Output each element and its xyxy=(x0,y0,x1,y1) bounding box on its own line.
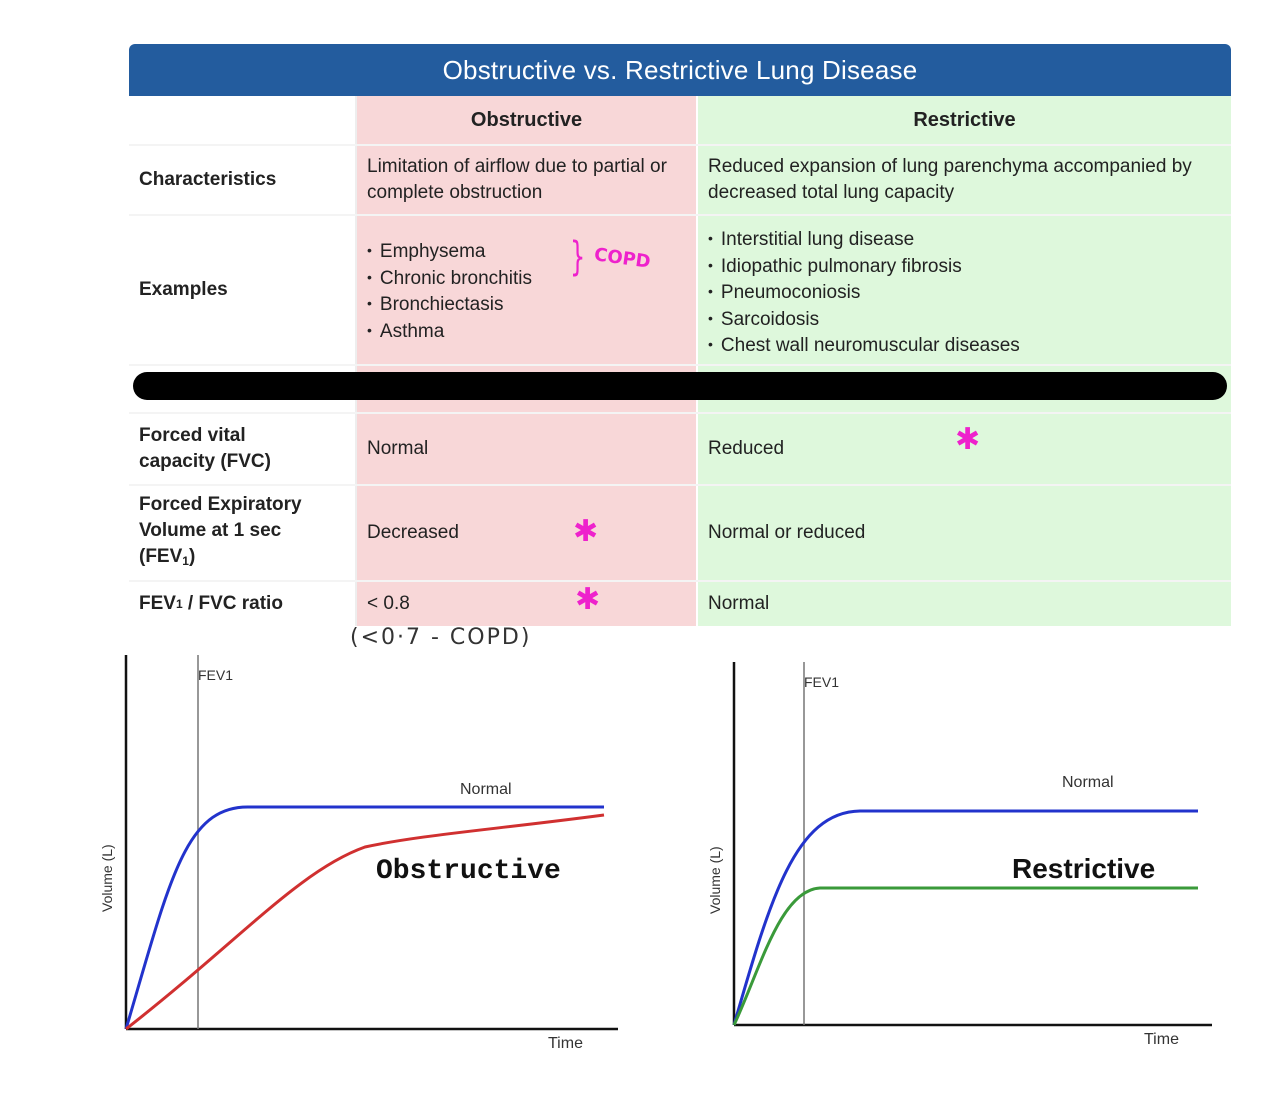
row-label-line: Forced vital xyxy=(139,425,246,446)
header-obstructive: Obstructive xyxy=(357,96,698,144)
cell-restrictive: Interstitial lung disease Idiopathic pul… xyxy=(698,216,1231,364)
row-label-line: capacity (FVC) xyxy=(139,451,271,472)
normal-series-label: Normal xyxy=(460,781,512,798)
list-item: Asthma xyxy=(367,318,532,345)
x-axis-label: Time xyxy=(548,1035,583,1052)
restrictive-spirometry-chart: FEV1 Normal Restrictive Time Volume (L) xyxy=(707,662,1212,1048)
normal-series-label: Normal xyxy=(1062,774,1114,791)
redaction-bar xyxy=(133,372,1227,400)
obstructive-examples-list: Emphysema Chronic bronchitis Bronchiecta… xyxy=(367,238,532,344)
cell-restrictive: Normal xyxy=(698,582,1231,626)
list-item: Idiopathic pulmonary fibrosis xyxy=(708,253,1020,280)
normal-series-line xyxy=(124,805,604,1030)
row-label: FEV 1 / FVC ratio xyxy=(129,582,357,626)
row-label: Forced Expiratory Volume at 1 sec (FEV1) xyxy=(129,486,357,580)
cell-restrictive: Reduced xyxy=(698,414,1231,484)
fev1-row: Forced Expiratory Volume at 1 sec (FEV1)… xyxy=(129,486,1231,582)
cell-obstructive: < 0.8 xyxy=(357,582,698,626)
list-item: Interstitial lung disease xyxy=(708,226,1020,253)
row-label-line: Forced Expiratory xyxy=(139,494,302,515)
label-text: (FEV xyxy=(139,546,183,567)
cell-obstructive: Decreased xyxy=(357,486,698,580)
list-item: Emphysema xyxy=(367,238,532,265)
header-restrictive: Restrictive xyxy=(698,96,1231,144)
subscript: 1 xyxy=(182,554,189,568)
cell-obstructive: Limitation of airflow due to partial or … xyxy=(357,146,698,214)
label-text: FEV xyxy=(139,593,176,614)
fev1-label: FEV1 xyxy=(804,674,839,690)
header-empty-cell xyxy=(129,96,357,144)
obstructive-annotation: Obstructive xyxy=(376,856,561,887)
row-label-line: (FEV1) xyxy=(139,544,195,574)
list-item: Chronic bronchitis xyxy=(367,265,532,292)
cell-obstructive: Normal xyxy=(357,414,698,484)
subscript: 1 xyxy=(175,597,183,611)
brace-annotation: } xyxy=(570,234,586,280)
label-text: / FVC ratio xyxy=(182,593,283,614)
restrictive-annotation: Restrictive xyxy=(1012,853,1155,884)
y-axis-label: Volume (L) xyxy=(99,844,115,912)
characteristics-row: Characteristics Limitation of airflow du… xyxy=(129,146,1231,216)
asterisk-icon: ✱ xyxy=(573,515,599,548)
list-item: Bronchiectasis xyxy=(367,291,532,318)
header-row: Obstructive Restrictive xyxy=(129,96,1231,146)
label-text: ) xyxy=(188,546,196,567)
asterisk-icon: ✱ xyxy=(575,583,601,616)
examples-row: Examples Emphysema Chronic bronchitis Br… xyxy=(129,216,1231,366)
cell-obstructive: Emphysema Chronic bronchitis Bronchiecta… xyxy=(357,216,698,364)
ratio-row: FEV 1 / FVC ratio < 0.8 Normal xyxy=(129,582,1231,626)
ratio-note-annotation: (<0·7 - COPD) xyxy=(350,625,532,650)
restrictive-series-line xyxy=(732,886,1198,1026)
row-label: Characteristics xyxy=(129,146,357,214)
cell-restrictive: Normal or reduced xyxy=(698,486,1231,580)
restrictive-examples-list: Interstitial lung disease Idiopathic pul… xyxy=(708,226,1020,359)
x-axis-label: Time xyxy=(1144,1031,1179,1048)
cell-restrictive: Reduced expansion of lung parenchyma acc… xyxy=(698,146,1231,214)
row-label-line: Volume at 1 sec xyxy=(139,520,282,541)
list-item: Sarcoidosis xyxy=(708,306,1020,333)
obstructive-series-line xyxy=(125,813,605,1031)
row-label: Examples xyxy=(129,216,357,364)
fev1-label: FEV1 xyxy=(198,667,233,683)
list-item: Chest wall neuromuscular diseases xyxy=(708,332,1020,359)
row-label: Forced vital capacity (FVC) xyxy=(129,414,357,484)
comparison-table: Obstructive vs. Restrictive Lung Disease… xyxy=(129,44,1231,626)
list-item: Pneumoconiosis xyxy=(708,279,1020,306)
y-axis-label: Volume (L) xyxy=(707,846,723,914)
fvc-row: Forced vital capacity (FVC) Normal Reduc… xyxy=(129,414,1231,486)
asterisk-icon: ✱ xyxy=(955,423,981,456)
obstructive-spirometry-chart: FEV1 Normal Obstructive Time Volume (L) xyxy=(99,655,618,1052)
normal-series-line xyxy=(732,809,1198,1026)
table-title: Obstructive vs. Restrictive Lung Disease xyxy=(129,44,1231,96)
